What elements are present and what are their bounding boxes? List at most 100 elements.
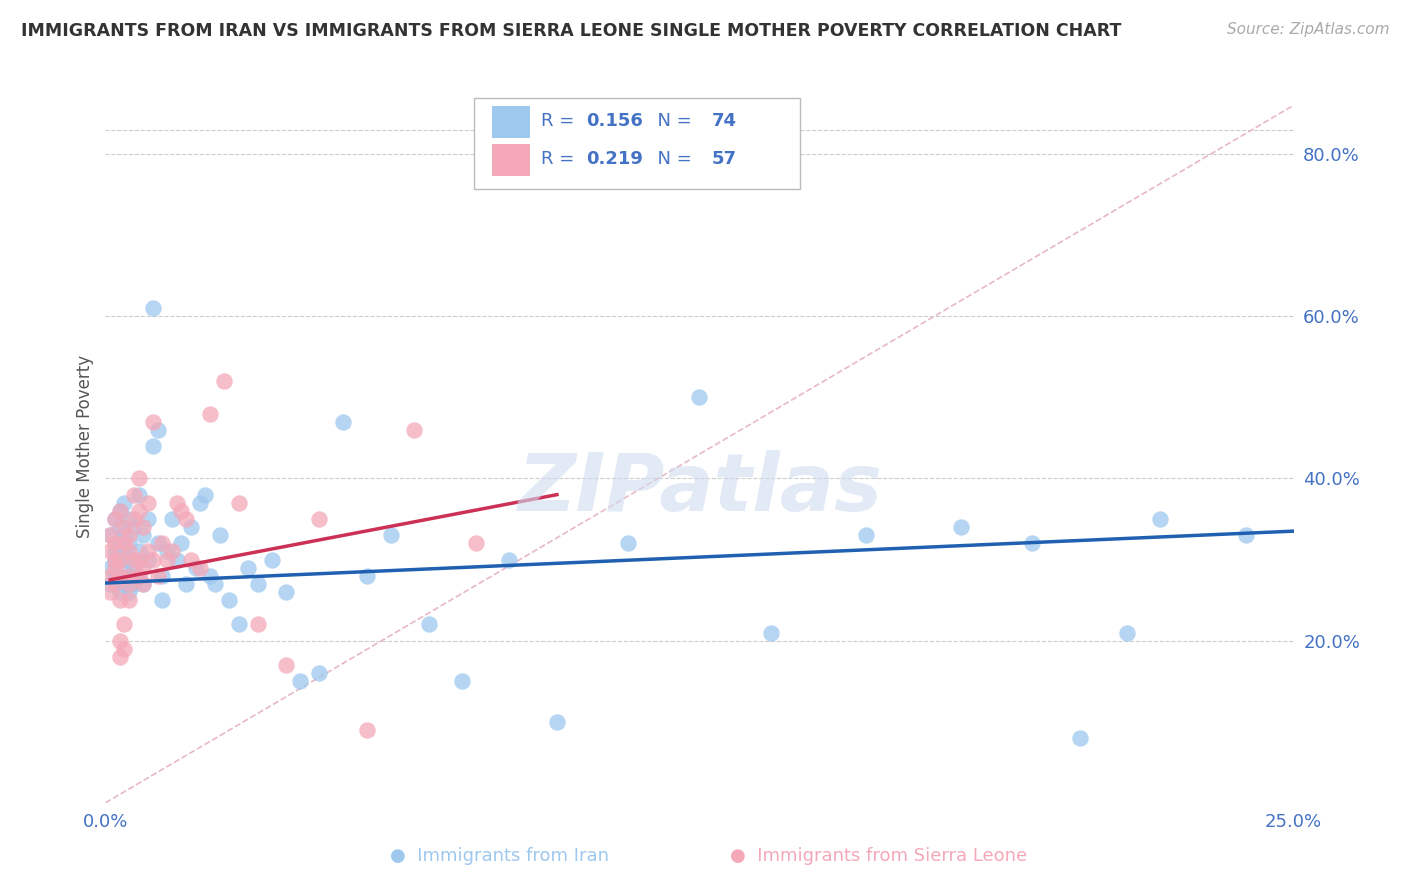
Point [98, 528, 121, 542]
Text: IMMIGRANTS FROM IRAN VS IMMIGRANTS FROM SIERRA LEONE SINGLE MOTHER POVERTY CORRE: IMMIGRANTS FROM IRAN VS IMMIGRANTS FROM … [21, 22, 1122, 40]
Point [160, 512, 183, 526]
Point [122, 577, 145, 591]
Point [142, 439, 165, 453]
Text: ZIPatlas: ZIPatlas [517, 450, 882, 528]
Point [274, 657, 297, 672]
Point [546, 714, 568, 729]
Point [118, 585, 141, 599]
Point [156, 552, 179, 566]
Point [260, 552, 283, 566]
Point [617, 536, 640, 550]
Point [498, 552, 520, 566]
Point [114, 577, 136, 591]
Point [136, 552, 159, 566]
Point [104, 552, 127, 566]
Point [114, 520, 136, 534]
Point [108, 504, 131, 518]
Point [228, 617, 250, 632]
Point [128, 471, 150, 485]
Point [136, 496, 159, 510]
Point [98, 528, 121, 542]
Point [1116, 625, 1139, 640]
Point [114, 536, 136, 550]
Point [118, 528, 141, 542]
Point [949, 520, 972, 534]
Point [152, 536, 174, 550]
Point [128, 552, 150, 566]
Point [689, 390, 711, 404]
Point [418, 617, 440, 632]
Point [132, 560, 155, 574]
Point [136, 512, 159, 526]
Text: ●  Immigrants from Sierra Leone: ● Immigrants from Sierra Leone [730, 847, 1028, 865]
Point [228, 496, 250, 510]
Point [118, 552, 141, 566]
Point [114, 641, 136, 656]
Point [98, 577, 121, 591]
Point [308, 666, 330, 681]
Text: R =: R = [541, 151, 581, 169]
Point [128, 544, 150, 558]
Point [122, 560, 145, 574]
Point [1234, 528, 1257, 542]
Text: N =: N = [645, 112, 697, 129]
Text: 74: 74 [711, 112, 737, 129]
Point [128, 504, 150, 518]
Point [142, 415, 165, 429]
Y-axis label: Single Mother Poverty: Single Mother Poverty [76, 354, 94, 538]
Point [308, 512, 330, 526]
Text: R =: R = [541, 112, 581, 129]
Point [122, 552, 145, 566]
Point [108, 568, 131, 582]
Point [170, 504, 193, 518]
Point [356, 568, 378, 582]
Text: Source: ZipAtlas.com: Source: ZipAtlas.com [1226, 22, 1389, 37]
Point [114, 617, 136, 632]
Point [136, 544, 159, 558]
Point [356, 723, 378, 737]
Point [274, 585, 297, 599]
Point [156, 544, 179, 558]
Point [98, 560, 121, 574]
Point [1069, 731, 1091, 745]
Point [98, 568, 121, 582]
Point [122, 488, 145, 502]
Point [214, 374, 236, 388]
Point [855, 528, 877, 542]
Point [152, 593, 174, 607]
Point [128, 568, 150, 582]
Point [132, 520, 155, 534]
Point [152, 568, 174, 582]
Point [166, 552, 188, 566]
Point [290, 674, 312, 689]
Point [108, 585, 131, 599]
Point [118, 568, 141, 582]
Point [104, 544, 127, 558]
Point [114, 528, 136, 542]
Point [160, 544, 183, 558]
Point [104, 512, 127, 526]
Point [450, 674, 472, 689]
Point [108, 649, 131, 664]
Point [546, 155, 568, 169]
Point [118, 512, 141, 526]
Point [236, 560, 259, 574]
Point [114, 544, 136, 558]
Point [118, 536, 141, 550]
Point [104, 568, 127, 582]
Point [380, 528, 402, 542]
Point [759, 625, 782, 640]
Point [1021, 536, 1043, 550]
Point [204, 577, 226, 591]
Point [174, 512, 197, 526]
Point [142, 552, 165, 566]
Point [198, 568, 221, 582]
Point [98, 544, 121, 558]
Point [128, 568, 150, 582]
Point [118, 577, 141, 591]
Point [194, 488, 217, 502]
Point [104, 536, 127, 550]
Point [218, 593, 240, 607]
Point [108, 552, 131, 566]
FancyBboxPatch shape [474, 98, 800, 189]
